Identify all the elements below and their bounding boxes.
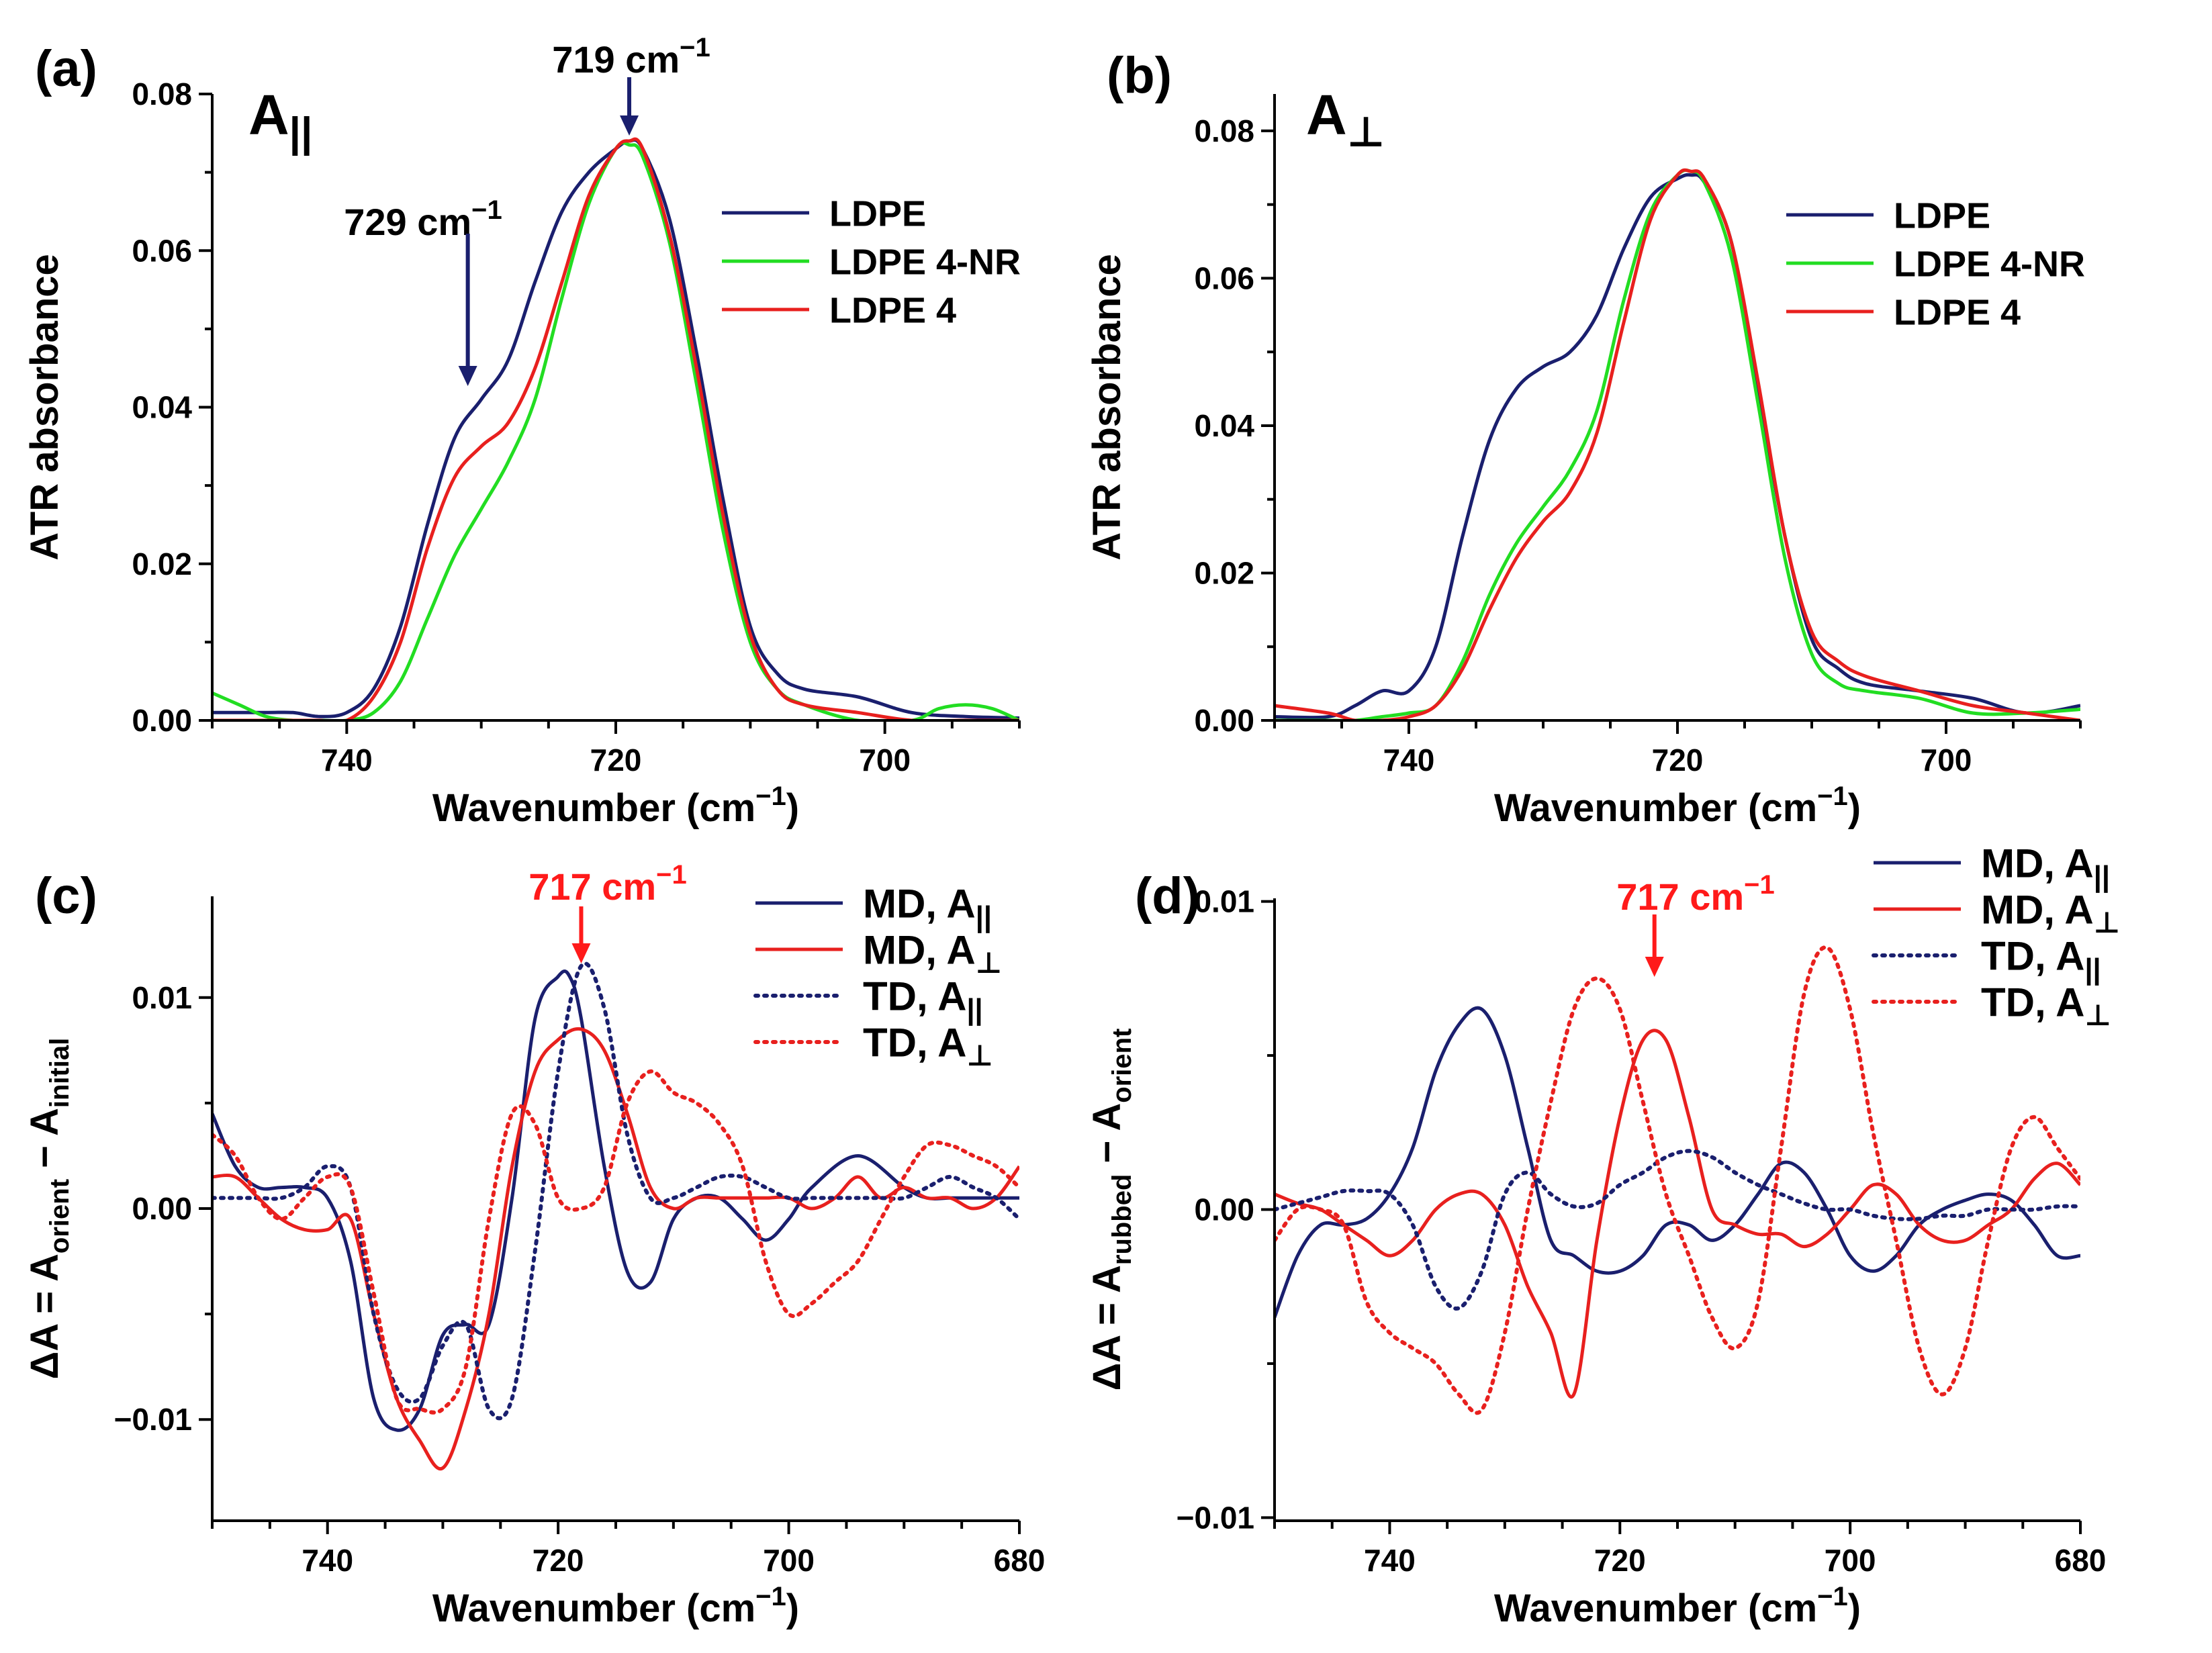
x-tick-label: 720 bbox=[1594, 1543, 1646, 1578]
y-tick-label: 0.00 bbox=[1194, 703, 1254, 738]
y-tick-label: 0.00 bbox=[132, 703, 192, 738]
x-axis-label: Wavenumber (cm−1) bbox=[432, 1582, 799, 1630]
legend-label: TD, A⊥ bbox=[1981, 980, 2111, 1032]
x-axis-label: Wavenumber (cm−1) bbox=[432, 782, 799, 830]
series-line-1 bbox=[212, 970, 1019, 1432]
legend-label: LDPE 4-NR bbox=[829, 242, 1021, 282]
series-line-3 bbox=[1275, 168, 2080, 720]
legend-label: LDPE 4-NR bbox=[1894, 244, 2085, 284]
legend-label: MD, A⊥ bbox=[863, 928, 1002, 980]
y-tick-label: 0.04 bbox=[1194, 408, 1254, 443]
series-line-2 bbox=[212, 1027, 1019, 1471]
legend-label: TD, A⊥ bbox=[863, 1021, 993, 1072]
legend-label: LDPE bbox=[829, 193, 926, 234]
series-line-3 bbox=[1275, 1149, 2080, 1311]
annotation-label: 719 cm−1 bbox=[552, 33, 710, 81]
y-tick-label: 0.02 bbox=[1194, 555, 1254, 590]
annotation: 717 cm−1 bbox=[1616, 870, 1775, 977]
y-axis-label: ΔA = Arubbed − Aorient bbox=[1085, 1029, 1137, 1391]
legend-label: MD, A|| bbox=[863, 882, 992, 933]
legend-label: MD, A⊥ bbox=[1981, 888, 2120, 939]
y-axis-label: ATR absorbance bbox=[23, 254, 66, 561]
x-tick-label: 740 bbox=[321, 743, 373, 777]
x-tick-label: 720 bbox=[533, 1543, 584, 1578]
y-tick-label: 0.08 bbox=[132, 77, 192, 111]
legend-label: LDPE 4 bbox=[1894, 292, 2021, 332]
x-tick-label: 700 bbox=[763, 1543, 815, 1578]
y-tick-label: 0.00 bbox=[132, 1191, 192, 1226]
y-tick-label: 0.00 bbox=[1194, 1192, 1254, 1227]
series-line-4 bbox=[1275, 945, 2080, 1415]
annotation: 729 cm−1 bbox=[344, 195, 502, 386]
arrow-head bbox=[620, 115, 639, 136]
series-line-1 bbox=[212, 138, 1019, 720]
y-tick-label: −0.01 bbox=[114, 1402, 192, 1437]
panel-d: 740 720 700 680 −0.01 0.00 0.01 Wavenumber (cm−… bbox=[1085, 841, 2120, 1630]
panel-c: 740 720 700 680 −0.01 0.00 0.01 Wavenumber (cm−… bbox=[23, 860, 1045, 1630]
series-line-1 bbox=[1275, 1006, 2080, 1318]
annotation: 717 cm−1 bbox=[528, 860, 687, 963]
x-axis-label: Wavenumber (cm−1) bbox=[1494, 782, 1861, 830]
arrow-head bbox=[571, 943, 591, 963]
polarization-label: A|| bbox=[248, 83, 312, 156]
x-tick-label: 680 bbox=[2055, 1543, 2107, 1578]
legend-label: LDPE bbox=[1894, 195, 1990, 236]
panel-a: 740 720 700 0.00 0.02 0.04 0.06 0.08 Wavenumber … bbox=[23, 33, 1021, 830]
y-tick-label: 0.04 bbox=[132, 390, 192, 425]
annotation: 719 cm−1 bbox=[552, 33, 710, 136]
polarization-label: A⊥ bbox=[1306, 83, 1385, 156]
arrow-head bbox=[458, 366, 477, 386]
legend: MD, A||MD, A⊥TD, A||TD, A⊥ bbox=[1872, 841, 2120, 1032]
x-tick-label: 720 bbox=[1652, 743, 1704, 777]
x-tick-label: 700 bbox=[859, 743, 911, 777]
x-tick-label: 680 bbox=[994, 1543, 1046, 1578]
annotation-label: 729 cm−1 bbox=[344, 195, 502, 243]
series-line-3 bbox=[212, 961, 1019, 1421]
legend-label: MD, A|| bbox=[1981, 841, 2110, 893]
panel-label: (a) bbox=[35, 40, 97, 97]
y-tick-label: 0.02 bbox=[132, 547, 192, 581]
x-tick-label: 700 bbox=[1921, 743, 1972, 777]
legend-label: TD, A|| bbox=[1981, 934, 2101, 986]
x-tick-label: 740 bbox=[302, 1543, 353, 1578]
panel-label: (c) bbox=[35, 867, 97, 925]
series-group bbox=[212, 961, 1019, 1471]
series-line-2 bbox=[1275, 1029, 2080, 1399]
series-group bbox=[1275, 168, 2080, 720]
legend: MD, A||MD, A⊥TD, A||TD, A⊥ bbox=[753, 882, 1002, 1072]
legend-label: LDPE 4 bbox=[829, 290, 956, 330]
x-axis-label: Wavenumber (cm−1) bbox=[1494, 1582, 1861, 1630]
arrow-head bbox=[1645, 957, 1664, 977]
legend: LDPE LDPE 4-NR LDPE 4 bbox=[1786, 195, 2085, 332]
y-tick-label: 0.08 bbox=[1194, 113, 1254, 148]
annotation-label: 717 cm−1 bbox=[1616, 870, 1775, 918]
x-tick-label: 700 bbox=[1825, 1543, 1876, 1578]
panel-label: (d) bbox=[1135, 867, 1200, 925]
y-tick-label: 0.06 bbox=[1194, 261, 1254, 295]
y-tick-label: −0.01 bbox=[1177, 1500, 1254, 1535]
y-axis-label: ΔA = Aorient − Ainitial bbox=[23, 1038, 75, 1380]
panel-b: 740 720 700 0.00 0.02 0.04 0.06 0.08 Wavenumber … bbox=[1085, 47, 2085, 830]
series-line-4 bbox=[212, 1069, 1019, 1415]
annotation-label: 717 cm−1 bbox=[528, 860, 687, 908]
series-line-3 bbox=[212, 137, 1019, 720]
x-tick-label: 740 bbox=[1364, 1543, 1416, 1578]
y-tick-label: 0.06 bbox=[132, 233, 192, 268]
y-axis-label: ATR absorbance bbox=[1085, 254, 1129, 561]
y-tick-label: 0.01 bbox=[1194, 884, 1254, 919]
series-line-1 bbox=[1275, 173, 2080, 720]
panel-label: (b) bbox=[1107, 47, 1172, 104]
series-group bbox=[212, 137, 1019, 720]
y-tick-label: 0.01 bbox=[132, 980, 192, 1015]
legend-label: TD, A|| bbox=[863, 974, 983, 1026]
legend: LDPE LDPE 4-NR LDPE 4 bbox=[722, 193, 1021, 330]
series-group bbox=[1275, 945, 2080, 1415]
x-tick-label: 740 bbox=[1383, 743, 1435, 777]
x-tick-label: 720 bbox=[590, 743, 642, 777]
